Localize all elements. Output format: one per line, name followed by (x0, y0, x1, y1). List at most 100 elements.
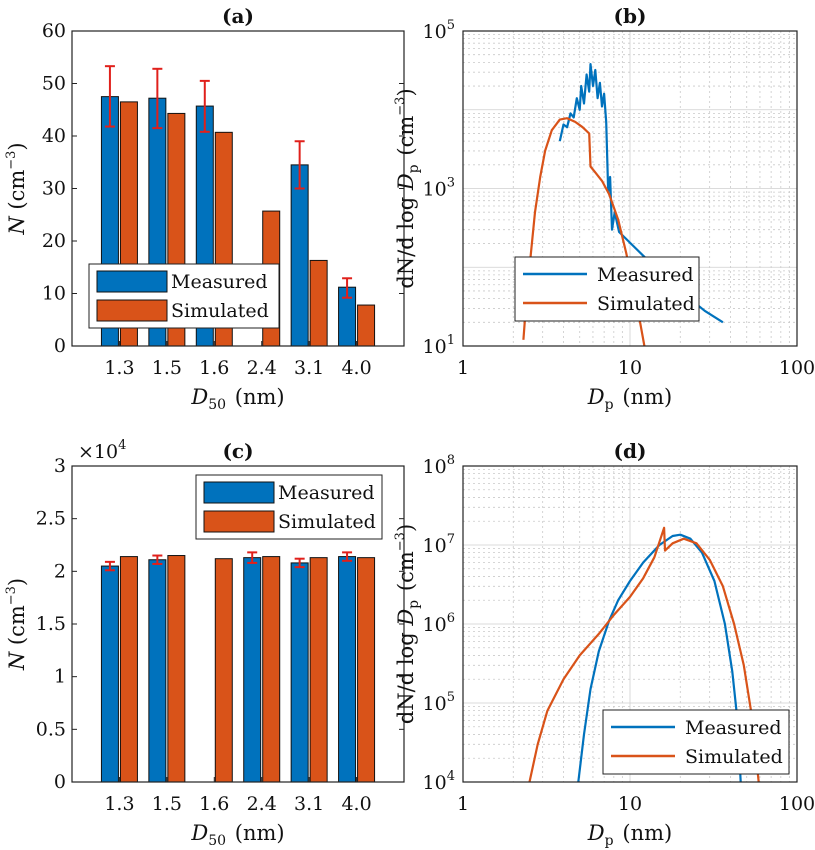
measured-line (577, 533, 742, 783)
legend-label: Simulated (171, 300, 269, 322)
legend-box (514, 256, 700, 322)
legend-label: Simulated (685, 746, 783, 768)
panel-title: (d) (614, 439, 647, 463)
x-axis-label: Dp (nm) (587, 385, 672, 413)
error-bar (104, 65, 115, 128)
x-tick-label: 2.4 (247, 357, 277, 379)
y-tick-label: 60 (42, 20, 66, 42)
y-tick-label: 2 (54, 560, 66, 582)
y-axis-label: dN/d log Dp (cm−3) (393, 88, 422, 288)
legend-label: Simulated (278, 511, 376, 533)
x-tick-label: 1.6 (199, 793, 229, 815)
y-tick-label: 0 (54, 771, 66, 793)
legend-swatch (96, 299, 168, 322)
legend-label: Measured (597, 264, 694, 286)
simulated-bar (309, 557, 328, 783)
error-bar (247, 551, 258, 564)
y-multiplier: ×104 (78, 438, 126, 463)
measured-bar (290, 562, 309, 783)
x-axis-label: Dp (nm) (587, 821, 672, 849)
x-axis-label: D50 (nm) (190, 385, 284, 413)
legend-box (602, 709, 790, 775)
x-tick-label: 4.0 (341, 793, 371, 815)
y-tick-label: 50 (42, 73, 66, 95)
measured-line (558, 62, 724, 324)
x-tick-label: 3.1 (294, 357, 324, 379)
panel-title: (a) (222, 4, 254, 28)
panel-b: 1 10 100 101 103 105 (b) Dp (nm) dN/d log Dp (cm… (393, 4, 815, 413)
x-tick-label: 3.1 (294, 793, 324, 815)
x-tick-label: 2.4 (247, 793, 277, 815)
y-tick-label: 107 (423, 532, 455, 557)
y-tick-label: 108 (423, 453, 455, 478)
error-bar (342, 277, 353, 299)
simulated-bar (167, 555, 186, 783)
x-axis-label: D50 (nm) (190, 821, 284, 849)
y-tick-label: 101 (423, 333, 455, 358)
simulated-bar (214, 558, 233, 783)
x-tick-label: 1.3 (104, 793, 134, 815)
legend-label: Measured (685, 717, 782, 739)
legend: Measured Simulated (195, 474, 383, 540)
x-tick-label: 100 (779, 793, 815, 815)
legend-label: Measured (278, 482, 375, 504)
panel-a: 0 10 20 30 40 50 60 1.3 1.5 1.6 2.4 3.1 4.0 (a) D50 (n… (4, 4, 405, 413)
y-tick-label: 3 (54, 455, 66, 477)
legend: Measured Simulated (514, 256, 700, 322)
x-tick-label: 10 (618, 793, 642, 815)
measured-bar (338, 556, 357, 783)
y-axis-label: dN/d log Dp (cm−3) (393, 524, 422, 724)
measured-bar (100, 565, 119, 783)
panel-title: (c) (222, 439, 253, 463)
simulated-bar (119, 556, 138, 783)
x-tick-label: 1 (457, 793, 469, 815)
y-tick-label: 2.5 (36, 508, 66, 530)
error-bar (152, 67, 163, 130)
measured-bar (290, 164, 309, 347)
y-tick-label: 105 (423, 690, 455, 715)
y-tick-label: 106 (423, 611, 455, 636)
y-tick-label: 0 (54, 335, 66, 357)
measured-bar (148, 559, 167, 783)
y-tick-label: 104 (423, 769, 455, 794)
y-axis-label: N (cm−3) (4, 142, 29, 235)
simulated-bar (309, 259, 328, 347)
y-tick-label: 103 (423, 176, 455, 201)
error-bar (199, 79, 210, 133)
x-tick-label: 1.5 (152, 793, 182, 815)
x-tick-label: 4.0 (341, 357, 371, 379)
x-tick-label: 1.3 (104, 357, 134, 379)
legend-swatch (96, 270, 168, 293)
error-bar (294, 557, 305, 569)
legend: Measured Simulated (88, 263, 280, 329)
legend-swatch (203, 510, 275, 533)
y-tick-label: 1 (54, 666, 66, 688)
simulated-bar (357, 304, 376, 347)
y-tick-label: 1.5 (36, 613, 66, 635)
x-tick-label: 1 (457, 357, 469, 379)
y-tick-label: 105 (423, 18, 455, 43)
y-axis-label: N (cm−3) (4, 578, 29, 671)
panel-title: (b) (614, 4, 647, 28)
x-tick-label: 1.5 (152, 357, 182, 379)
simulated-bar (262, 556, 281, 783)
error-bar (294, 140, 305, 190)
error-bar (342, 551, 353, 562)
legend-label: Measured (171, 271, 268, 293)
y-tick-label: 0.5 (36, 718, 66, 740)
y-tick-label: 20 (42, 230, 66, 252)
measured-bar (243, 557, 262, 783)
legend-swatch (203, 481, 275, 504)
simulated-line (528, 526, 760, 783)
simulated-line (522, 117, 646, 347)
axes-frame (462, 465, 798, 783)
y-tick-label: 30 (42, 178, 66, 200)
x-tick-label: 10 (618, 357, 642, 379)
panel-d: 1 10 100 104 105 106 107 108 (d) Dp (nm) dN/d log … (393, 439, 815, 849)
error-bar (152, 554, 163, 565)
error-bar (104, 560, 115, 572)
panel-c: 0 0.5 1 1.5 2 2.5 3 1.3 1.5 1.6 2.4 3.1 4.0 ×104 (c) D5… (4, 438, 405, 849)
y-tick-label: 40 (42, 125, 66, 147)
legend-label: Simulated (597, 293, 695, 315)
